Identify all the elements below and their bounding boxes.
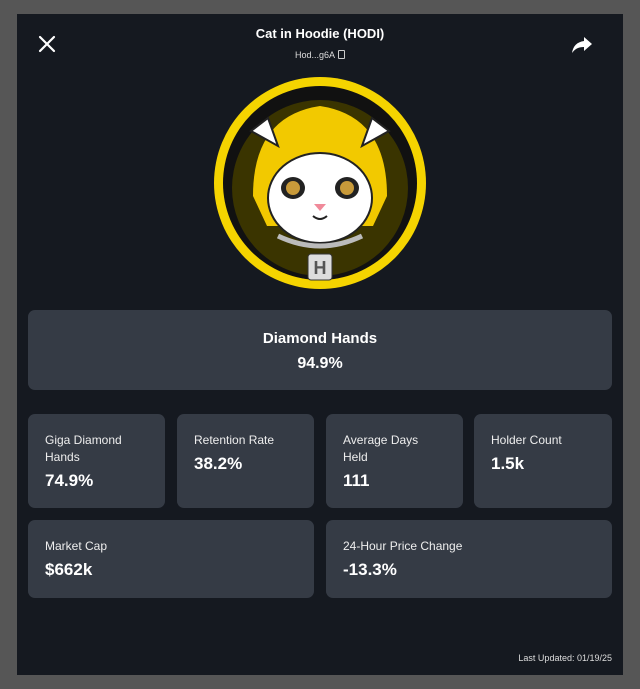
diamond-hands-label: Diamond Hands [262, 330, 378, 347]
share-icon[interactable] [571, 35, 593, 55]
stat-card-retention-rate: Retention Rate 38.2% [177, 414, 314, 508]
diamond-hands-value: 94.9% [297, 355, 343, 372]
stat-card-market-cap: Market Cap $662k [28, 520, 314, 598]
stat-value: 1.5k [491, 454, 525, 473]
stat-label: 24-Hour Price Change [343, 539, 463, 553]
stat-card-average-days-held: Average Days Held 111 [326, 414, 463, 508]
stat-label: Market Cap [45, 539, 108, 553]
stat-label: Average Days Held [343, 433, 419, 464]
stat-value: 74.9% [45, 471, 94, 490]
address-text: Hod...g6A [294, 50, 336, 60]
diamond-hands-card: Diamond Hands 94.9% [28, 310, 612, 390]
stat-label: Holder Count [491, 433, 562, 447]
stat-label: Retention Rate [194, 433, 275, 447]
svg-text:H: H [314, 258, 327, 278]
stat-card-giga-diamond-hands: Giga Diamond Hands 74.9% [28, 414, 165, 508]
stat-label: Giga Diamond Hands [45, 433, 122, 464]
token-logo-image: H [214, 77, 426, 289]
stat-value: -13.3% [343, 560, 397, 579]
token-title: Cat in Hoodie (HODI) [255, 26, 385, 41]
stat-value: $662k [45, 560, 93, 579]
token-details-panel: Cat in Hoodie (HODI) Hod...g6A H Diamond… [17, 14, 623, 675]
close-icon[interactable] [37, 34, 57, 54]
stat-value: 111 [343, 471, 370, 490]
copy-icon[interactable] [338, 50, 346, 59]
last-updated: Last Updated: 01/19/25 [518, 653, 612, 663]
stat-card-holder-count: Holder Count 1.5k [474, 414, 612, 508]
token-address[interactable]: Hod...g6A [17, 50, 623, 60]
stat-value: 38.2% [194, 454, 243, 473]
stat-card-24h-price-change: 24-Hour Price Change -13.3% [326, 520, 612, 598]
